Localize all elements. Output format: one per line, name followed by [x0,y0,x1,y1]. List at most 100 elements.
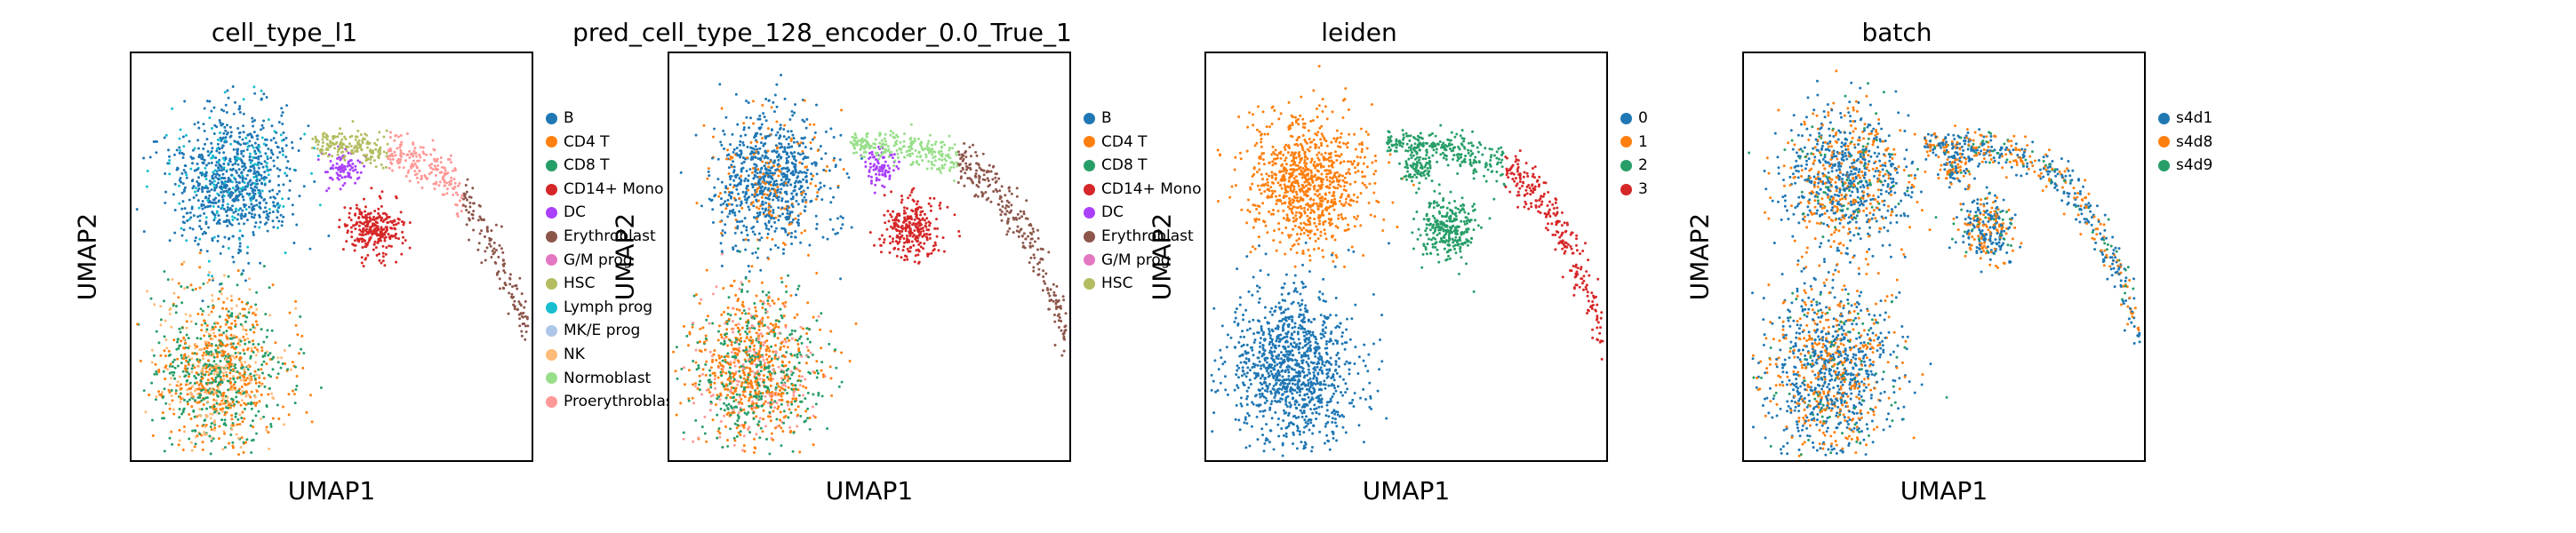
scatter-point [776,163,780,167]
scatter-point [708,369,711,372]
scatter-point [343,135,347,139]
scatter-point [742,309,746,313]
scatter-point [718,432,722,435]
scatter-point [276,361,280,364]
scatter-point [270,329,274,332]
scatter-point [219,131,222,135]
scatter-point [221,123,225,126]
scatter-point [235,171,238,175]
scatter-point [780,392,783,395]
scatter-point [262,211,266,214]
scatter-point [763,364,766,368]
scatter-point [804,193,807,196]
scatter-point [699,327,702,330]
scatter-point [330,166,333,170]
scatter-point [370,230,373,234]
scatter-point [253,346,257,349]
scatter-point [776,425,780,428]
scatter-point [723,310,726,314]
scatter-point [178,202,181,205]
scatter-point [764,209,767,212]
scatter-point [727,317,731,321]
scatter-point [740,398,743,401]
scatter-point [762,211,765,214]
scatter-point [261,371,264,375]
scatter-point [212,183,216,187]
scatter-point [220,206,224,210]
scatter-point [730,386,733,389]
scatter-point [241,209,244,212]
scatter-point [711,371,715,375]
scatter-point [735,147,739,150]
scatter-point [229,342,233,346]
scatter-point [236,126,240,130]
scatter-point [806,338,810,341]
scatter-point [762,409,765,412]
scatter-point [779,191,782,195]
scatter-point [787,416,790,419]
scatter-point [839,277,843,281]
scatter-point [231,424,235,427]
scatter-point [230,194,233,197]
scatter-point [720,264,724,267]
scatter-point [166,278,170,282]
scatter-point [841,216,844,219]
scatter-point [331,155,334,158]
scatter-point [740,384,743,387]
scatter-point [295,375,299,378]
scatter-point [804,126,808,130]
scatter-point [253,377,257,380]
scatter-point [437,184,441,187]
scatter-point [267,354,270,357]
scatter-point [734,293,738,297]
scatter-point [717,395,721,399]
scatter-point [396,135,400,139]
scatter-point [489,238,492,242]
scatter-point [408,221,412,225]
scatter-point [675,346,678,349]
scatter-point [500,225,503,228]
scatter-point [720,107,724,110]
scatter-point [352,169,356,172]
scatter-point [724,387,727,391]
scatter-point [362,227,365,230]
scatter-point [228,377,232,380]
scatter-point [748,330,751,333]
scatter-point [767,227,771,231]
scatter-point [354,181,357,185]
scatter-point [793,390,796,394]
scatter-point [922,229,925,233]
scatter-point [754,380,757,384]
scatter-point [399,211,403,214]
scatter-point [387,156,390,160]
scatter-point [284,136,288,139]
scatter-point [258,179,261,182]
scatter-point [326,155,330,158]
scatter-point [210,422,213,426]
scatter-point [738,370,741,373]
scatter-point [205,407,209,410]
scatter-point [182,145,186,148]
scatter-point [434,174,437,177]
scatter-point [155,372,158,376]
scatter-point [360,261,364,265]
scatter-point [327,235,331,237]
scatter-point [423,173,427,177]
scatter-point [784,364,788,368]
scatter-point [236,283,239,287]
scatter-point [179,392,182,395]
scatter-point [728,377,731,380]
scatter-point [737,379,740,383]
scatter-point [396,157,400,161]
scatter-point [755,164,758,168]
scatter-point [218,151,221,155]
scatter-point [263,183,267,187]
scatter-point [144,410,148,414]
scatter-point [704,337,708,340]
scatter-point [419,155,422,159]
scatter-point [142,156,146,160]
scatter-point [747,386,750,389]
scatter-point [204,340,207,344]
scatter-point [759,204,763,208]
scatter-point [218,329,221,332]
